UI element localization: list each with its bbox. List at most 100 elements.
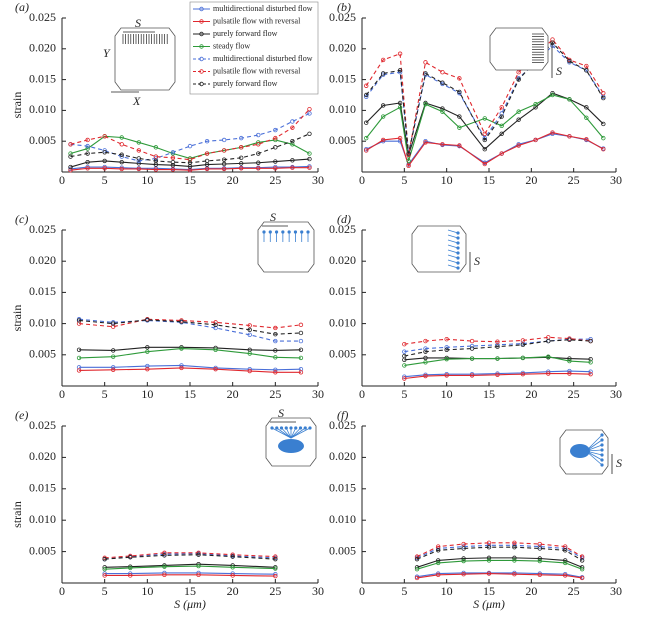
- x-tick-label: 30: [610, 173, 622, 187]
- panel-label: (f): [337, 408, 348, 422]
- data-point: [273, 554, 278, 559]
- series-line: [404, 356, 591, 366]
- data-point: [550, 40, 555, 45]
- inset-node: [600, 433, 604, 437]
- x-tick-label: 30: [312, 584, 324, 598]
- data-point: [520, 355, 526, 361]
- series-line: [70, 165, 310, 171]
- x-tick-label: 15: [184, 173, 196, 187]
- data-point: [461, 572, 466, 577]
- inset-node: [268, 230, 272, 234]
- x-tick-label: 10: [141, 387, 153, 401]
- legend-marker: [199, 56, 204, 62]
- data-point: [221, 148, 227, 153]
- panel: (a) strain 0.005 0.010 0.015 0.020 0.025 0 5 10 15…: [10, 0, 324, 187]
- inset-node: [293, 230, 298, 234]
- series-line: [79, 318, 301, 329]
- data-point: [567, 368, 572, 374]
- data-point: [102, 166, 107, 171]
- y-tick-label: 0.015: [329, 284, 356, 298]
- data-point: [380, 114, 386, 119]
- data-point: [469, 338, 475, 344]
- data-point: [423, 102, 428, 107]
- data-point: [256, 132, 261, 138]
- data-point: [567, 337, 572, 343]
- inset-node: [281, 230, 285, 234]
- inset-cell: [570, 444, 590, 458]
- series-line: [416, 559, 583, 570]
- data-point: [402, 363, 407, 368]
- data-point: [136, 140, 141, 145]
- data-point: [516, 70, 521, 75]
- data-point: [102, 150, 107, 155]
- data-point: [256, 160, 261, 165]
- data-point: [537, 572, 542, 578]
- data-point: [102, 566, 107, 572]
- series-line: [104, 552, 276, 559]
- x-tick-label: 5: [102, 387, 108, 401]
- series-line: [79, 318, 301, 342]
- x-tick-label: 10: [441, 387, 453, 401]
- panel-label: (d): [337, 212, 351, 226]
- data-point: [145, 317, 150, 323]
- y-tick-label: 0.020: [329, 41, 356, 55]
- data-point: [76, 347, 82, 353]
- data-point: [469, 346, 475, 351]
- data-point: [601, 135, 606, 141]
- data-point: [546, 338, 551, 344]
- data-point: [499, 114, 504, 119]
- inset-fiber: [585, 449, 603, 452]
- data-point: [516, 143, 521, 148]
- data-point: [499, 123, 504, 128]
- data-point: [364, 135, 369, 141]
- data-point: [68, 164, 73, 170]
- x-tick-label: 20: [227, 584, 239, 598]
- inset-label: S: [278, 406, 284, 420]
- x-axis-label: S (μm): [174, 597, 206, 611]
- data-point: [584, 137, 589, 142]
- data-point: [380, 57, 386, 63]
- data-point: [482, 116, 487, 121]
- x-tick-label: 20: [525, 173, 537, 187]
- series-line: [79, 364, 301, 371]
- y-tick-label: 0.025: [329, 418, 356, 432]
- series-line: [404, 372, 591, 380]
- x-tick-label: 5: [401, 387, 407, 401]
- data-point: [520, 371, 526, 377]
- inset-fiber: [585, 450, 603, 466]
- inset-node: [600, 448, 604, 452]
- inset-node: [274, 230, 279, 234]
- legend-marker: [199, 19, 204, 24]
- data-point: [273, 127, 278, 133]
- inset-node: [303, 426, 307, 430]
- data-point: [128, 565, 133, 571]
- series-line: [416, 544, 583, 559]
- legend: multidirectional disturbed flow pulsatile…: [189, 1, 319, 95]
- inset-fiber: [290, 427, 311, 439]
- y-tick-label: 0.020: [29, 449, 56, 463]
- data-point: [213, 347, 218, 353]
- data-point: [482, 131, 487, 137]
- data-point: [196, 563, 201, 569]
- data-point: [76, 365, 82, 370]
- data-point: [298, 355, 304, 361]
- data-point: [230, 554, 235, 559]
- data-point: [499, 111, 504, 116]
- data-point: [153, 154, 159, 159]
- data-point: [584, 68, 589, 73]
- data-point: [307, 151, 312, 156]
- inset-fiber: [281, 427, 292, 439]
- data-point: [102, 134, 107, 139]
- data-point: [256, 140, 261, 145]
- panel-label: (e): [15, 408, 28, 422]
- series-line: [416, 573, 583, 579]
- data-point: [486, 555, 492, 561]
- data-point: [238, 135, 244, 141]
- inset-node: [300, 230, 304, 234]
- data-point: [273, 159, 278, 164]
- inset-node: [456, 256, 460, 260]
- data-point: [423, 360, 428, 365]
- data-point: [406, 151, 411, 156]
- inset-node: [279, 426, 284, 430]
- data-point: [423, 349, 428, 354]
